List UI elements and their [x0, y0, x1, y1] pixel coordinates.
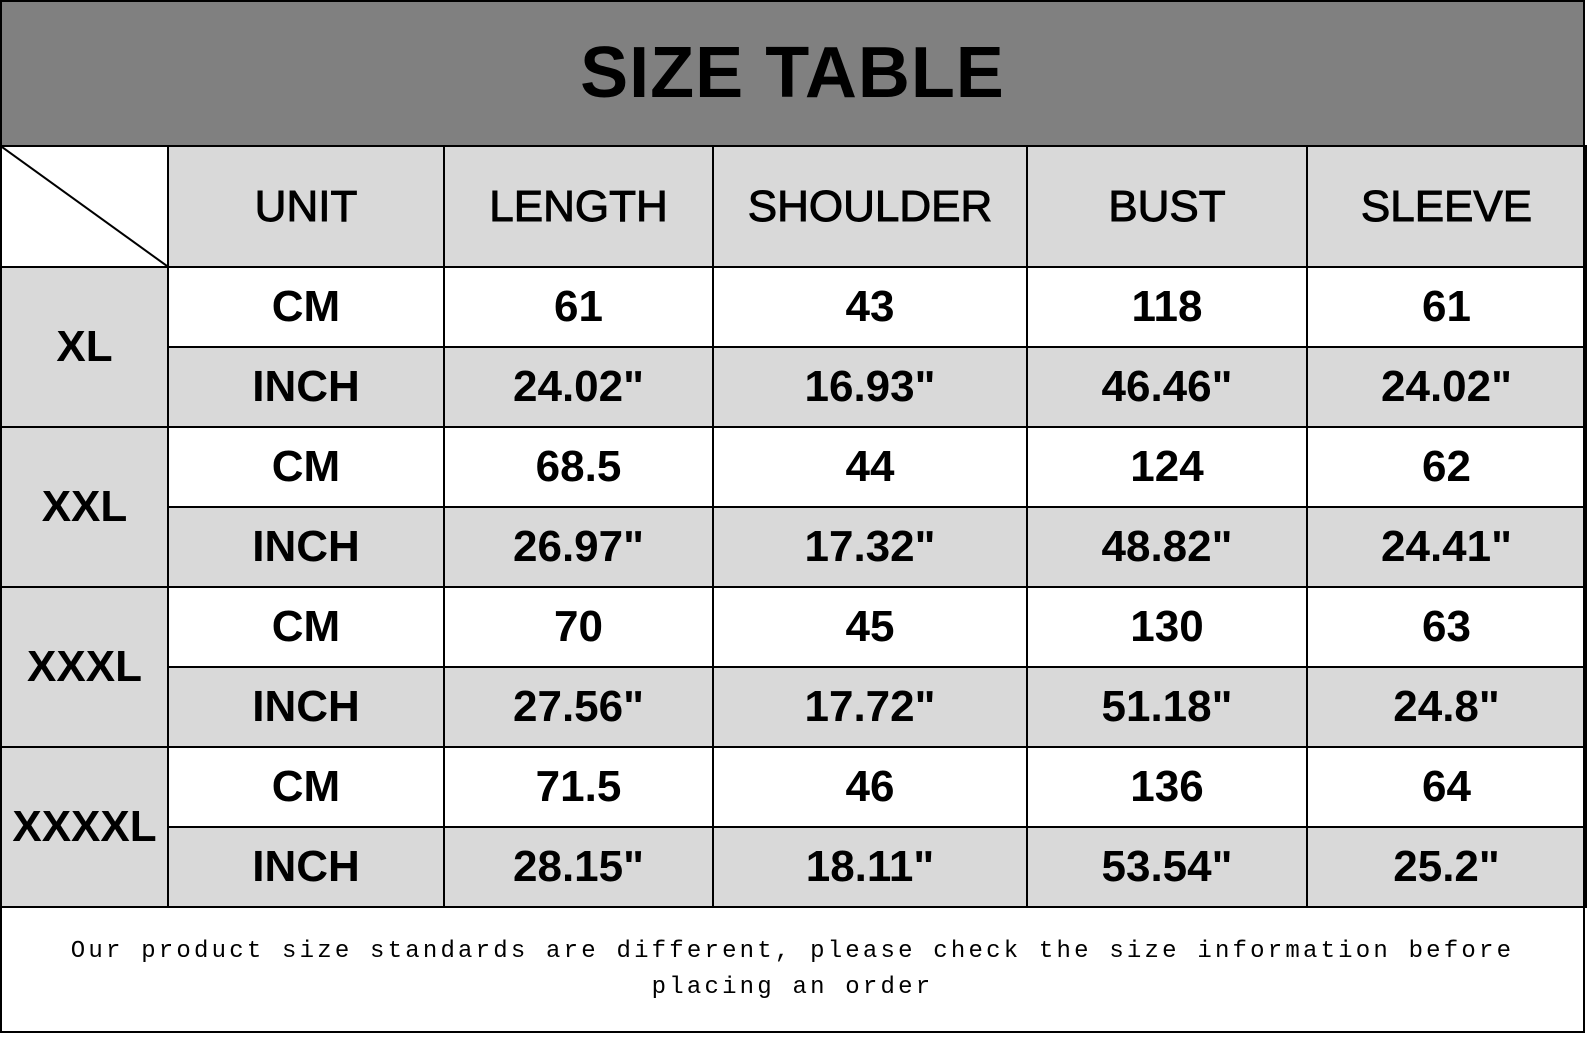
- measurement-cell: 48.82": [1026, 506, 1308, 588]
- header-bust: BUST: [1026, 145, 1308, 268]
- measurement-cell: 26.97": [443, 506, 714, 588]
- table-row-cm: XXL CM 68.5 44 124 62: [0, 426, 1587, 588]
- table-row-cm: XL CM 61 43 118 61: [0, 266, 1587, 428]
- measurement-cell: 46.46": [1026, 346, 1308, 428]
- corner-cell: [0, 145, 169, 268]
- measurement-cell: 43: [712, 266, 1028, 348]
- measurement-cell: 124: [1026, 426, 1308, 508]
- measurement-cell: 25.2": [1306, 826, 1587, 908]
- measurement-cell: 51.18": [1026, 666, 1308, 748]
- header-sleeve: SLEEVE: [1306, 145, 1587, 268]
- table-row-cm: XXXL CM 70 45 130 63: [0, 586, 1587, 748]
- unit-cell: CM: [167, 426, 445, 508]
- header-row: UNIT LENGTH SHOULDER BUST SLEEVE: [0, 145, 1587, 268]
- measurement-cell: 118: [1026, 266, 1308, 348]
- size-table: UNIT LENGTH SHOULDER BUST SLEEVE XL CM 61 4…: [0, 145, 1587, 908]
- diagonal-divider-icon: [2, 147, 167, 266]
- unit-cell: INCH: [167, 346, 445, 428]
- table-row-inch: INCH 28.15" 18.11" 53.54" 25.2": [1, 826, 1587, 908]
- unit-cell: CM: [167, 266, 445, 348]
- measurement-cell: 17.72": [712, 666, 1028, 748]
- unit-cell: CM: [167, 586, 445, 668]
- measurement-cell: 136: [1026, 746, 1308, 828]
- measurement-cell: 27.56": [443, 666, 714, 748]
- measurement-cell: 46: [712, 746, 1028, 828]
- measurement-cell: 44: [712, 426, 1028, 508]
- table-row-inch: INCH 24.02" 16.93" 46.46" 24.02": [1, 346, 1587, 428]
- unit-cell: INCH: [167, 826, 445, 908]
- measurement-cell: 45: [712, 586, 1028, 668]
- measurement-cell: 64: [1306, 746, 1587, 828]
- table-row-inch: INCH 26.97" 17.32" 48.82" 24.41": [1, 506, 1587, 588]
- size-label: XXXXL: [0, 746, 169, 908]
- measurement-cell: 24.02": [443, 346, 714, 428]
- footer-note: Our product size standards are different…: [70, 937, 1515, 1001]
- unit-cell: CM: [167, 746, 445, 828]
- measurement-cell: 17.32": [712, 506, 1028, 588]
- measurement-cell: 68.5: [443, 426, 714, 508]
- header-length: LENGTH: [443, 145, 714, 268]
- measurement-cell: 28.15": [443, 826, 714, 908]
- measurement-cell: 53.54": [1026, 826, 1308, 908]
- size-label: XXL: [0, 426, 169, 588]
- measurement-cell: 130: [1026, 586, 1308, 668]
- header-unit: UNIT: [167, 145, 445, 268]
- size-label: XL: [0, 266, 169, 428]
- size-table-title: SIZE TABLE: [0, 0, 1585, 145]
- measurement-cell: 24.02": [1306, 346, 1587, 428]
- measurement-cell: 16.93": [712, 346, 1028, 428]
- measurement-cell: 24.41": [1306, 506, 1587, 588]
- measurement-cell: 18.11": [712, 826, 1028, 908]
- header-shoulder: SHOULDER: [712, 145, 1028, 268]
- table-row-inch: INCH 27.56" 17.72" 51.18" 24.8": [1, 666, 1587, 748]
- measurement-cell: 70: [443, 586, 714, 668]
- measurement-cell: 71.5: [443, 746, 714, 828]
- measurement-cell: 63: [1306, 586, 1587, 668]
- measurement-cell: 61: [1306, 266, 1587, 348]
- unit-cell: INCH: [167, 506, 445, 588]
- size-label: XXXL: [0, 586, 169, 748]
- measurement-cell: 61: [443, 266, 714, 348]
- measurement-cell: 24.8": [1306, 666, 1587, 748]
- unit-cell: INCH: [167, 666, 445, 748]
- measurement-cell: 62: [1306, 426, 1587, 508]
- table-row-cm: XXXXL CM 71.5 46 136 64: [0, 746, 1587, 908]
